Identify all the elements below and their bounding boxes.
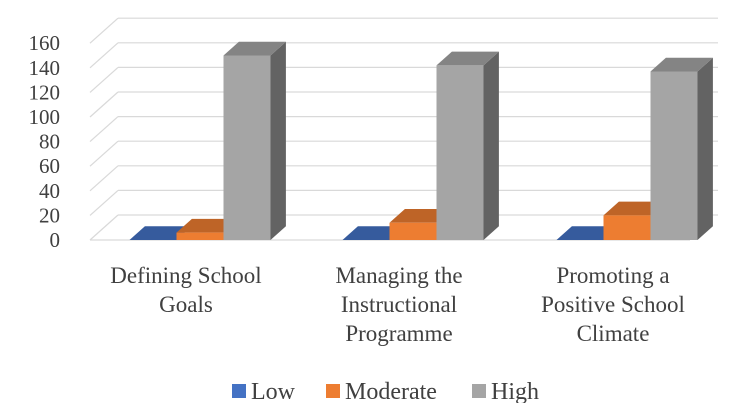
- gridline-depth: [89, 91, 119, 118]
- y-tick-label: 80: [39, 130, 60, 154]
- category-label: Instructional: [341, 292, 457, 317]
- gridline-depth: [89, 165, 119, 192]
- bar-front: [176, 232, 224, 240]
- category-label: Defining School: [110, 263, 261, 288]
- bar-top: [342, 226, 405, 240]
- legend-swatch: [472, 384, 486, 398]
- bar-side: [270, 41, 286, 240]
- bar-low-0: [129, 226, 192, 240]
- gridline-depth: [89, 140, 119, 167]
- bar-front: [389, 222, 437, 240]
- bar-top: [223, 41, 286, 56]
- legend-item-low: Low: [232, 379, 296, 403]
- category-label: Programme: [345, 321, 452, 346]
- bar-high-1: [436, 51, 499, 241]
- bar-top: [176, 218, 239, 233]
- bar-top: [389, 209, 452, 223]
- legend-swatch: [232, 384, 246, 398]
- x-axis: Defining School Goals Managing the Instruct…: [110, 263, 685, 346]
- category-label: Climate: [577, 321, 650, 346]
- gridline-depth: [89, 189, 119, 216]
- category-label: Goals: [159, 292, 213, 317]
- y-tick-label: 100: [29, 105, 61, 129]
- bar-front: [650, 71, 698, 241]
- bars: [129, 41, 713, 241]
- bar-front: [223, 55, 271, 240]
- category-label: Positive School: [541, 292, 685, 317]
- bar-front: [603, 215, 651, 240]
- gridline-depth: [89, 214, 119, 241]
- bar-top: [603, 201, 666, 216]
- y-tick-label: 60: [39, 154, 60, 178]
- y-tick-label: 120: [29, 80, 61, 104]
- legend: Low Moderate High: [232, 379, 539, 403]
- bar-high-0: [223, 41, 286, 240]
- gridline-depth: [89, 116, 119, 143]
- bar-front: [436, 65, 484, 240]
- bar-side: [697, 57, 713, 240]
- legend-label: Low: [251, 379, 296, 403]
- legend-label: Moderate: [345, 379, 437, 403]
- y-tick-label: 140: [29, 56, 61, 80]
- y-tick-label: 0: [50, 228, 61, 252]
- legend-item-high: High: [472, 379, 539, 403]
- legend-item-moderate: Moderate: [326, 379, 437, 403]
- gridline-depth: [89, 66, 119, 93]
- legend-label: High: [491, 379, 539, 403]
- category-label: Promoting a: [556, 263, 669, 288]
- y-tick-label: 40: [39, 179, 60, 203]
- y-tick-label: 160: [29, 31, 61, 55]
- gridline-depth: [89, 42, 119, 69]
- bar-low-2: [556, 226, 619, 240]
- legend-swatch: [326, 384, 340, 398]
- bar-high-2: [650, 57, 713, 241]
- category-label: Managing the: [335, 263, 462, 288]
- bar-top: [650, 57, 713, 72]
- bar-side: [483, 51, 499, 241]
- bar-top: [556, 226, 619, 240]
- bar-top: [436, 51, 499, 66]
- bar-top: [129, 226, 192, 240]
- bar-low-1: [342, 226, 405, 240]
- gridline-depth: [89, 17, 119, 44]
- y-tick-label: 20: [39, 203, 60, 227]
